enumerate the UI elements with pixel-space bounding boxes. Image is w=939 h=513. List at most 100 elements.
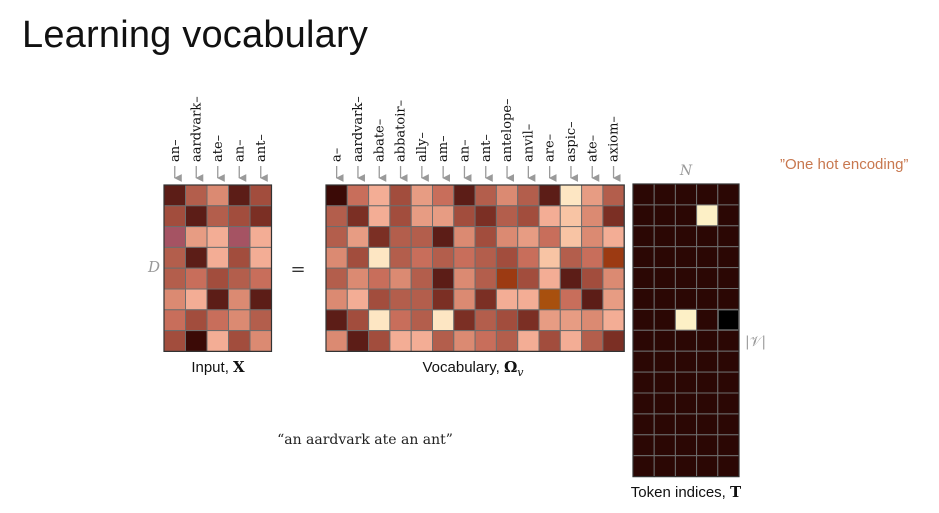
vocabulary-cell	[453, 330, 476, 352]
vocabulary-cell	[602, 184, 625, 207]
token-cell	[696, 413, 719, 436]
vocabulary-cell	[495, 226, 519, 248]
vocabulary-cell	[474, 267, 497, 290]
vocabulary-cell	[389, 184, 412, 207]
token-cell	[674, 371, 698, 394]
token-cell	[696, 350, 719, 373]
token-cell	[717, 371, 740, 394]
vocabulary-cell	[517, 226, 540, 248]
token-cell	[653, 183, 676, 206]
input-cell	[185, 184, 208, 207]
token-cell	[653, 246, 676, 269]
token-cell	[696, 308, 719, 331]
vocabulary-cell	[389, 205, 412, 228]
input-cell	[163, 226, 186, 248]
token-highlight-cell	[717, 309, 739, 331]
token-cell	[632, 246, 655, 269]
vocabulary-word-label: am–	[436, 135, 451, 162]
input-cell	[206, 288, 229, 311]
token-cell	[717, 246, 740, 269]
input-cell	[249, 205, 272, 228]
vocabulary-cell	[538, 184, 561, 207]
token-cell	[696, 434, 719, 457]
token-cell	[717, 183, 740, 206]
token-cell	[717, 225, 740, 248]
token-cell	[717, 329, 740, 352]
vocabulary-matrix: a– aardvark– abate– abbatoir– ally– am– an– ant…	[325, 96, 625, 379]
vocabulary-cell	[495, 246, 519, 269]
vocabulary-word-label: aspic–	[564, 121, 579, 162]
vocabulary-cell	[368, 184, 391, 207]
vocabulary-cell	[538, 226, 561, 248]
token-cell	[653, 225, 676, 248]
vocabulary-cell	[474, 184, 497, 207]
vocabulary-cell	[346, 184, 370, 207]
vocabulary-cell	[432, 288, 455, 311]
input-cell	[185, 330, 208, 352]
token-cell	[632, 434, 655, 457]
input-cell	[228, 246, 251, 269]
token-cell	[632, 183, 655, 206]
token-cell	[674, 350, 698, 373]
token-cell	[632, 413, 655, 436]
token-cell	[653, 413, 676, 436]
vocabulary-cell	[538, 288, 561, 311]
input-cell	[249, 288, 272, 311]
token-border	[632, 183, 740, 478]
vocabulary-cell	[368, 205, 391, 228]
token-cell	[653, 350, 676, 373]
vocabulary-cell	[495, 330, 519, 352]
vocabulary-cell	[410, 309, 434, 332]
token-cells	[632, 183, 740, 478]
input-cell	[228, 184, 251, 207]
input-caption: Input, X	[191, 358, 245, 376]
vocabulary-cell	[325, 205, 348, 228]
one-hot-note: ”One hot encoding”	[780, 156, 909, 173]
token-cell	[632, 225, 655, 248]
token-cell	[696, 329, 719, 352]
vocabulary-cell	[346, 309, 370, 332]
vocabulary-cell	[432, 205, 455, 228]
token-cell	[632, 329, 655, 352]
token-cell	[632, 267, 655, 290]
input-cell	[206, 205, 229, 228]
token-cell	[717, 455, 740, 478]
vocabulary-cell	[346, 330, 370, 352]
vocabulary-cell	[581, 267, 604, 290]
vocabulary-cell	[368, 330, 391, 352]
input-cell	[185, 267, 208, 290]
vocabulary-cell	[495, 267, 519, 290]
vocabulary-cell	[602, 330, 625, 352]
vocabulary-cell	[453, 205, 476, 228]
vocabulary-cell	[517, 184, 540, 207]
vocabulary-cell	[325, 288, 348, 311]
vocabulary-cell	[389, 246, 412, 269]
vocabulary-word-label: axiom–	[607, 116, 622, 162]
token-caption: Token indices, T	[631, 483, 742, 501]
token-cell	[632, 204, 655, 227]
input-cell	[163, 184, 186, 207]
input-cell	[228, 330, 251, 352]
vocabulary-cell	[368, 226, 391, 248]
vocabulary-cell	[368, 288, 391, 311]
token-cell	[653, 308, 676, 331]
token-cell	[696, 267, 719, 290]
vocabulary-cell	[474, 226, 497, 248]
vocabulary-cell	[581, 330, 604, 352]
vocabulary-cell	[538, 309, 561, 332]
vocabulary-cell	[602, 309, 625, 332]
vocabulary-cell	[410, 184, 434, 207]
vocabulary-cell	[581, 246, 604, 269]
input-cell	[206, 246, 229, 269]
token-cell	[653, 288, 676, 310]
slide-title: Learning vocabulary	[22, 14, 369, 56]
token-cell	[696, 183, 719, 206]
input-cell	[228, 267, 251, 290]
vocabulary-cell	[474, 309, 497, 332]
input-cell	[163, 288, 186, 311]
input-cell	[185, 246, 208, 269]
vocabulary-cell	[346, 288, 370, 311]
input-cell	[249, 184, 272, 207]
token-cell	[632, 308, 655, 331]
token-cell	[674, 183, 698, 206]
